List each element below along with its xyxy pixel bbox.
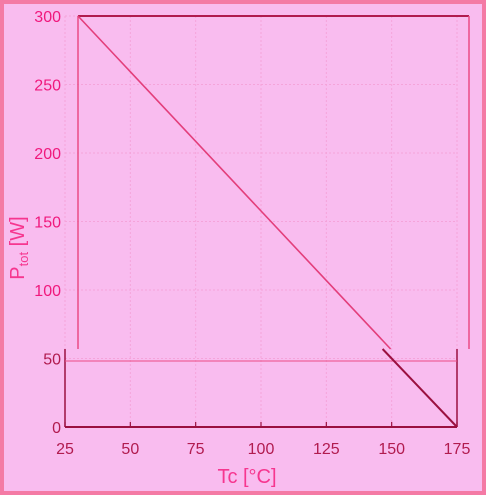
y-tick-label-4: 200 [34, 146, 61, 163]
x-tick-label-2: 75 [187, 441, 205, 458]
series-line-lower [381, 348, 458, 428]
y-axis-title-sub: tot [16, 252, 31, 267]
y-axis-title-unit-text: [W] [7, 216, 29, 246]
y-tick-label-1: 50 [43, 352, 61, 369]
series-line-upper [77, 15, 392, 350]
series [77, 15, 458, 428]
x-tick-label-0: 25 [56, 441, 74, 458]
y-tick-label-6: 300 [34, 9, 61, 26]
x-tick-label-3: 100 [248, 441, 275, 458]
x-tick-label-5: 150 [378, 441, 405, 458]
axes [64, 15, 470, 428]
y-axis-title: Ptot [W] [7, 216, 31, 279]
tick-labels: 25 50 75 100 125 150 175 0 50 100 150 200 250 300 [34, 9, 470, 458]
y-tick-label-0: 0 [52, 420, 61, 437]
y-tick-label-2: 100 [34, 283, 61, 300]
x-axis-title: Tc [°C] [217, 466, 276, 488]
x-tick-label-6: 175 [444, 441, 471, 458]
y-axis-title-main: P [7, 266, 29, 279]
x-tick-label-1: 50 [121, 441, 139, 458]
x-tick-label-4: 125 [313, 441, 340, 458]
y-tick-label-5: 250 [34, 78, 61, 95]
y-tick-label-3: 150 [34, 215, 61, 232]
